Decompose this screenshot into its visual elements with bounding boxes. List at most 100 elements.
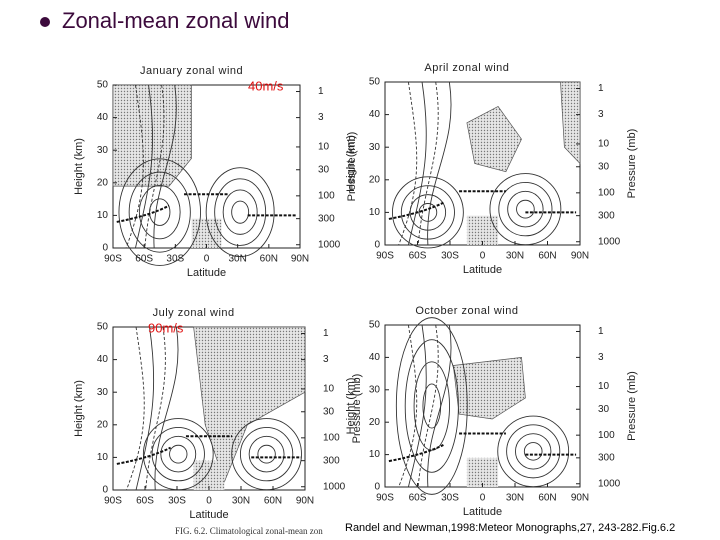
latitude-label: Latitude: [189, 509, 228, 521]
latitude-tick-label: 90N: [571, 493, 589, 504]
tropopause: [388, 201, 444, 220]
height-tick-label: 40: [97, 112, 109, 123]
contour: [248, 435, 285, 473]
citation: Randel and Newman,1998:Meteor Monographs…: [345, 522, 675, 534]
pressure-label: Pressure (mb): [351, 374, 363, 444]
height-tick-label: 50: [369, 320, 381, 331]
contour: [498, 182, 553, 237]
tropopause: [388, 443, 444, 463]
contour: [145, 326, 166, 491]
contour: [144, 84, 165, 249]
pressure-tick-label: 100: [323, 432, 340, 443]
pressure-tick-label: 3: [323, 354, 329, 365]
latitude-tick-label: 90S: [104, 254, 122, 265]
shaded-region: [466, 457, 499, 487]
pressure-label: Pressure (mb): [626, 371, 638, 441]
height-label: Height (km): [345, 378, 357, 435]
contour: [391, 176, 464, 249]
panel-title: July zonal wind: [153, 307, 235, 319]
height-tick-label: 10: [369, 449, 381, 460]
latitude-tick-label: 30N: [228, 254, 246, 265]
pressure-label: Pressure (mb): [346, 132, 358, 202]
latitude-label: Latitude: [463, 506, 502, 518]
contour: [257, 444, 276, 464]
height-tick-label: 20: [369, 417, 381, 428]
contour: [407, 324, 427, 488]
latitude-tick-label: 60N: [264, 496, 282, 507]
contour: [135, 326, 155, 491]
height-tick-label: 40: [97, 354, 109, 365]
contour: [135, 84, 154, 249]
latitude-tick-label: 30N: [506, 251, 524, 262]
height-tick-label: 30: [97, 387, 109, 398]
contour: [214, 178, 267, 246]
latitude-tick-label: 30S: [166, 254, 184, 265]
contour: [222, 189, 258, 235]
panel-title: October zonal wind: [415, 305, 518, 317]
contour: [506, 424, 561, 479]
latitude-label: Latitude: [187, 267, 226, 279]
height-tick-label: 50: [97, 80, 109, 91]
pressure-tick-label: 3: [598, 352, 604, 363]
pressure-label: Pressure (mb): [626, 129, 638, 199]
contour: [169, 444, 188, 464]
contour: [515, 433, 552, 470]
latitude-tick-label: 60S: [409, 251, 427, 262]
pressure-tick-label: 300: [323, 455, 340, 466]
height-tick-label: 10: [97, 452, 109, 463]
height-tick-label: 30: [369, 384, 381, 395]
slide-title: Zonal-mean zonal wind: [62, 8, 289, 33]
pressure-tick-label: 10: [323, 384, 335, 395]
pressure-tick-label: 100: [598, 187, 615, 198]
latitude-tick-label: 90S: [376, 251, 394, 262]
contour: [154, 326, 179, 491]
pressure-tick-label: 30: [323, 406, 335, 417]
contour: [205, 167, 275, 258]
latitude-tick-label: 60S: [409, 493, 427, 504]
contour: [507, 190, 544, 228]
contour: [417, 324, 439, 488]
pressure-tick-label: 30: [318, 164, 330, 175]
pressure-tick-label: 100: [598, 430, 615, 441]
latitude-tick-label: 30S: [168, 496, 186, 507]
contour: [523, 442, 543, 461]
latitude-tick-label: 90S: [104, 496, 122, 507]
contour: [427, 81, 452, 246]
latitude-tick-label: 30N: [232, 496, 250, 507]
contour: [149, 198, 171, 226]
height-tick-label: 20: [97, 177, 109, 188]
contour: [413, 361, 450, 451]
shaded-region: [193, 460, 225, 490]
contour: [118, 158, 201, 266]
contour: [427, 324, 452, 488]
panel-title: January zonal wind: [140, 65, 243, 77]
height-tick-label: 0: [102, 485, 108, 496]
pressure-tick-label: 10: [318, 142, 330, 153]
tropopause: [116, 446, 172, 465]
height-tick-label: 20: [97, 419, 109, 430]
latitude-tick-label: 60N: [260, 254, 278, 265]
pressure-tick-label: 3: [318, 112, 324, 123]
panel-title: April zonal wind: [424, 62, 509, 74]
latitude-tick-label: 0: [480, 251, 486, 262]
pressure-tick-label: 300: [598, 210, 615, 221]
pressure-tick-label: 1000: [598, 478, 621, 489]
contour: [231, 418, 302, 491]
panel: January zonal wind40m/s50403020100Height…: [73, 65, 358, 279]
latitude-tick-label: 30N: [506, 493, 524, 504]
latitude-tick-label: 90N: [571, 251, 589, 262]
contour: [417, 81, 439, 246]
latitude-tick-label: 30S: [441, 493, 459, 504]
height-label: Height (km): [73, 380, 85, 437]
height-tick-label: 10: [97, 210, 109, 221]
latitude-tick-label: 60N: [538, 493, 556, 504]
contour: [516, 199, 535, 219]
shaded-region: [466, 106, 522, 173]
latitude-tick-label: 90S: [376, 493, 394, 504]
latitude-tick-label: 30S: [441, 251, 459, 262]
latitude-tick-label: 60S: [136, 496, 154, 507]
pressure-tick-label: 300: [598, 452, 615, 463]
